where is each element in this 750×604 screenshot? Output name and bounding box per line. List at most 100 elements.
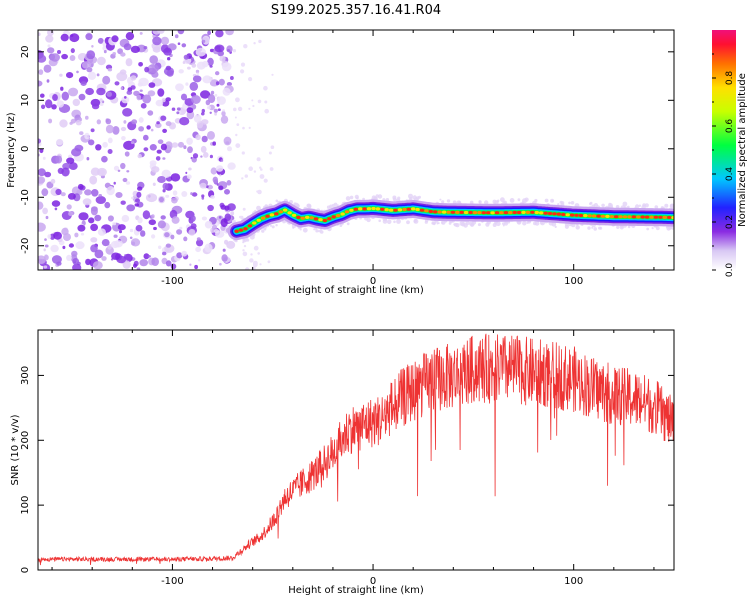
noise-blob xyxy=(174,34,179,39)
noise-blob xyxy=(608,202,612,206)
ridge-peak xyxy=(662,215,667,219)
noise-blob xyxy=(204,243,213,253)
noise-blob xyxy=(522,198,527,204)
noise-blob xyxy=(502,224,505,227)
noise-blob xyxy=(170,234,175,240)
noise-blob xyxy=(79,131,84,136)
noise-blob xyxy=(107,68,113,72)
ridge-peak xyxy=(384,208,389,212)
noise-blob xyxy=(318,230,321,233)
noise-blob xyxy=(39,148,44,154)
ridge-peak xyxy=(340,212,345,216)
noise-blob xyxy=(107,137,113,144)
noise-blob xyxy=(44,171,52,178)
noise-blob xyxy=(242,241,245,244)
noise-blob xyxy=(139,259,148,267)
noise-blob xyxy=(180,93,188,101)
noise-blob xyxy=(69,121,73,125)
noise-blob xyxy=(269,224,273,227)
ridge-peak xyxy=(627,215,632,219)
spectrogram-ridge xyxy=(227,199,674,241)
noise-blob xyxy=(96,73,100,77)
noise-blob xyxy=(155,122,162,129)
ridge-peak xyxy=(636,215,641,219)
noise-blob xyxy=(601,203,605,208)
noise-blob xyxy=(160,36,170,45)
noise-blob xyxy=(181,191,188,197)
noise-blob xyxy=(200,145,207,153)
noise-blob xyxy=(196,72,200,75)
noise-blob xyxy=(62,245,66,250)
noise-blob xyxy=(179,117,190,126)
spectrogram-ytick-label: 10 xyxy=(20,94,31,107)
noise-blob xyxy=(224,239,229,245)
noise-blob xyxy=(158,245,162,250)
noise-blob xyxy=(165,260,172,267)
ridge-peak xyxy=(640,215,645,219)
spectrogram-xtick-label: -100 xyxy=(161,276,184,287)
noise-blob xyxy=(107,215,114,222)
noise-blob xyxy=(333,202,338,206)
ridge-peak xyxy=(419,208,425,212)
ridge-peak xyxy=(446,210,451,214)
noise-blob xyxy=(224,189,230,195)
noise-blob xyxy=(131,119,138,125)
noise-blob xyxy=(183,54,189,60)
noise-blob xyxy=(149,160,157,166)
noise-blob xyxy=(130,141,135,145)
noise-blob xyxy=(186,174,192,179)
noise-blob xyxy=(88,217,95,224)
noise-blob xyxy=(484,200,489,205)
noise-blob xyxy=(161,98,166,103)
noise-blob xyxy=(575,225,580,230)
noise-blob xyxy=(598,226,601,230)
noise-blob xyxy=(151,257,159,267)
noise-blob xyxy=(66,72,74,79)
ridge-peak xyxy=(508,211,513,215)
ridge-peak xyxy=(481,211,486,215)
noise-blob xyxy=(101,155,108,163)
noise-blob xyxy=(97,56,106,66)
noise-blob xyxy=(165,194,170,198)
noise-blob xyxy=(157,220,166,229)
noise-blob xyxy=(177,141,185,148)
noise-blob xyxy=(502,222,505,226)
noise-blob xyxy=(147,67,157,75)
noise-blob xyxy=(159,196,164,203)
noise-blob xyxy=(111,252,121,260)
noise-blob xyxy=(665,226,669,229)
noise-blob xyxy=(72,98,81,107)
ridge-peak xyxy=(653,215,659,219)
spectrogram-noise xyxy=(38,30,674,270)
noise-blob xyxy=(452,200,457,204)
ridge-peak xyxy=(534,210,539,215)
noise-blob xyxy=(63,233,71,242)
noise-blob xyxy=(152,182,156,186)
noise-blob xyxy=(164,232,170,238)
noise-blob xyxy=(105,118,112,125)
noise-blob xyxy=(41,188,49,197)
colorbar-tick-label: 0.0 xyxy=(725,263,735,278)
ridge-peak xyxy=(406,207,411,211)
figure-title: S199.2025.357.16.41.R04 xyxy=(271,3,441,18)
noise-blob xyxy=(80,81,87,86)
noise-blob xyxy=(242,249,245,252)
ridge-peak xyxy=(477,211,482,215)
noise-blob xyxy=(259,174,265,179)
spectrogram-ylabel: Frequency (Hz) xyxy=(6,112,17,188)
noise-blob xyxy=(66,254,72,261)
noise-blob xyxy=(120,126,127,132)
noise-blob xyxy=(349,195,354,200)
noise-blob xyxy=(157,139,164,144)
noise-blob xyxy=(78,93,86,101)
noise-blob xyxy=(105,124,114,134)
noise-blob xyxy=(219,55,226,62)
noise-blob xyxy=(477,223,481,227)
snr-xlabel: Height of straight line (km) xyxy=(288,585,424,596)
noise-blob xyxy=(155,156,161,161)
noise-blob xyxy=(243,44,248,49)
noise-blob xyxy=(117,169,121,172)
noise-blob xyxy=(188,229,196,236)
ridge-peak xyxy=(428,209,433,214)
noise-blob xyxy=(269,167,274,171)
